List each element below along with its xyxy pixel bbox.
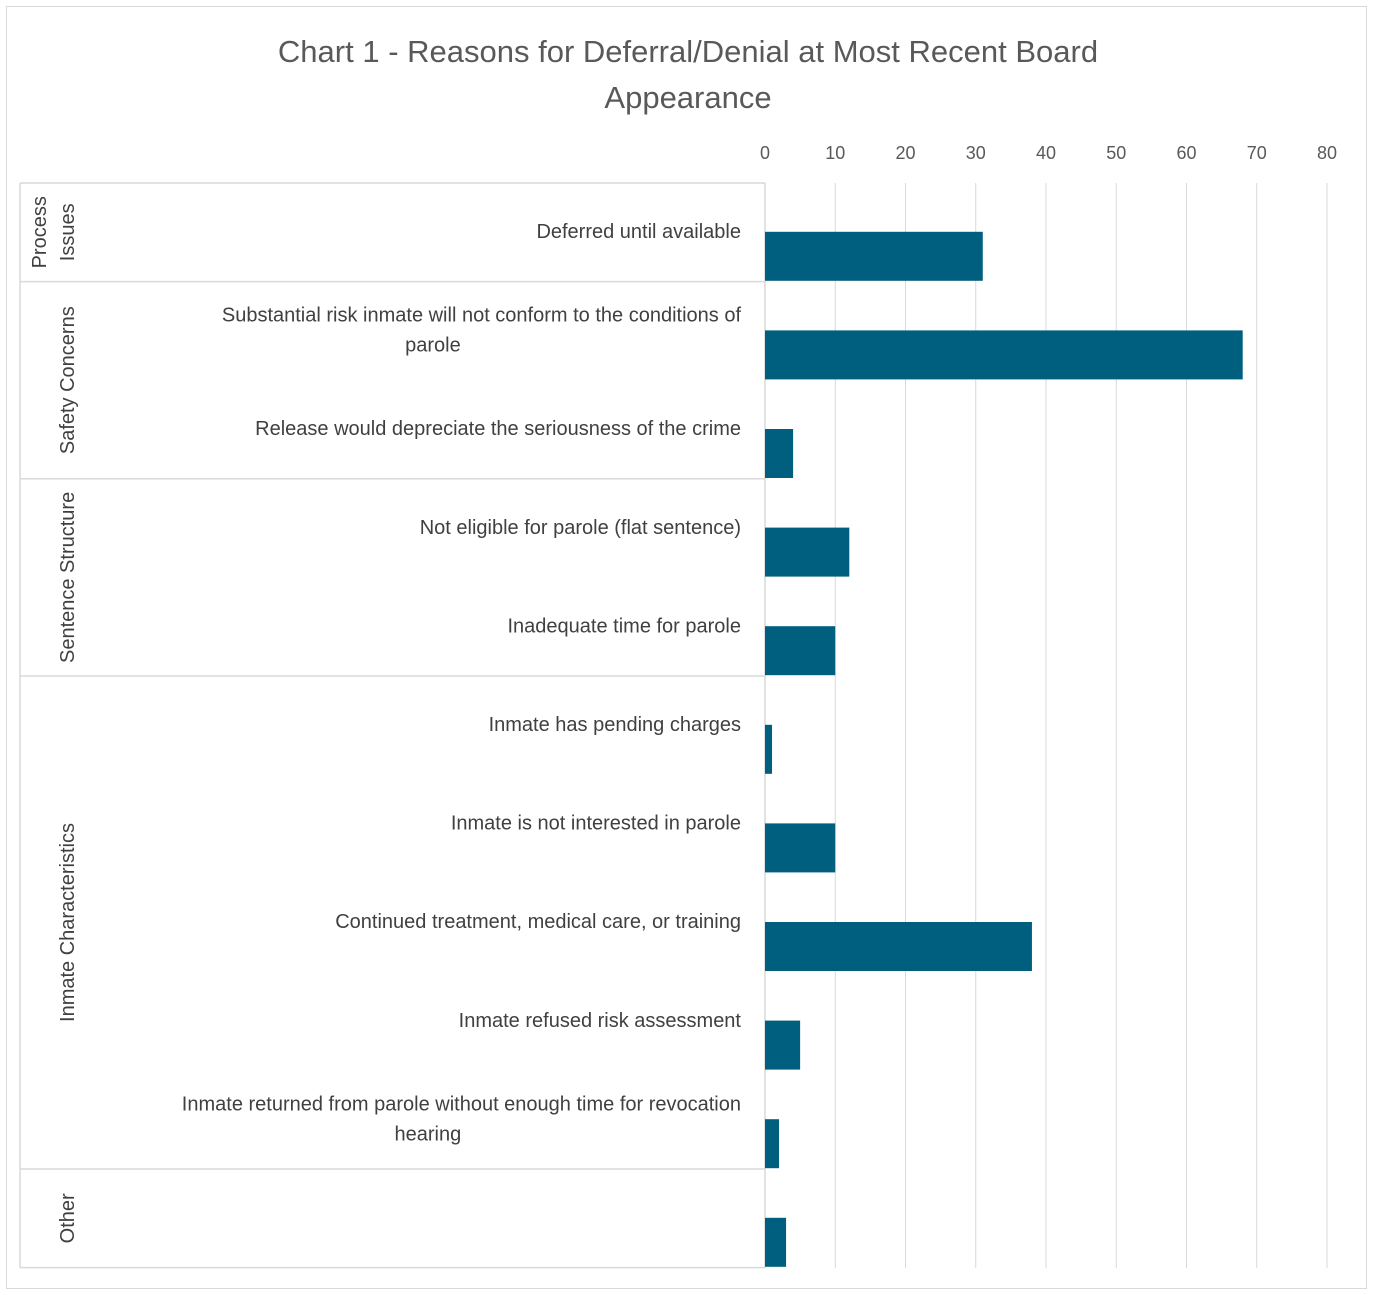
x-tick-label: 40 <box>1036 143 1056 163</box>
x-tick-label: 50 <box>1106 143 1126 163</box>
category-label: Inmate has pending charges <box>489 714 741 736</box>
chart-frame <box>6 6 1367 1289</box>
x-tick-label: 20 <box>895 143 915 163</box>
group-label: Inmate Characteristics <box>57 823 79 1022</box>
group-label: Process <box>29 196 51 268</box>
bar <box>765 429 794 478</box>
x-tick-label: 0 <box>760 143 770 163</box>
category-label: Inadequate time for parole <box>508 615 742 637</box>
category-label: parole <box>405 335 461 357</box>
bar <box>765 1119 780 1169</box>
chart-title-line: Appearance <box>604 80 771 115</box>
chart-title-line: Chart 1 - Reasons for Deferral/Denial at… <box>278 34 1098 69</box>
category-label: Inmate returned from parole without enou… <box>182 1093 741 1115</box>
group-label: Sentence Structure <box>57 492 79 663</box>
category-label: Continued treatment, medical care, or tr… <box>335 911 741 933</box>
bar <box>765 922 1032 971</box>
bar <box>765 231 983 281</box>
x-tick-label: 10 <box>825 143 845 163</box>
bar <box>765 1217 787 1267</box>
group-label: Issues <box>57 203 79 261</box>
bar <box>765 626 836 676</box>
category-label: hearing <box>395 1123 462 1145</box>
group-label: Other <box>57 1193 79 1243</box>
bar <box>765 724 773 774</box>
x-tick-label: 70 <box>1247 143 1267 163</box>
category-label: Inmate refused risk assessment <box>459 1010 742 1032</box>
category-label: Release would depreciate the seriousness… <box>255 418 741 440</box>
x-tick-label: 60 <box>1176 143 1196 163</box>
group-label: Safety Concerns <box>57 306 79 454</box>
category-label: Deferred until available <box>536 221 741 243</box>
category-label: Not eligible for parole (flat sentence) <box>420 517 741 539</box>
bar <box>765 527 850 577</box>
bar <box>765 823 836 873</box>
category-label: Substantial risk inmate will not conform… <box>222 305 742 327</box>
bar <box>765 330 1243 380</box>
x-tick-label: 30 <box>966 143 986 163</box>
category-label: Inmate is not interested in parole <box>451 813 741 835</box>
x-tick-label: 80 <box>1317 143 1337 163</box>
bar <box>765 1020 801 1070</box>
